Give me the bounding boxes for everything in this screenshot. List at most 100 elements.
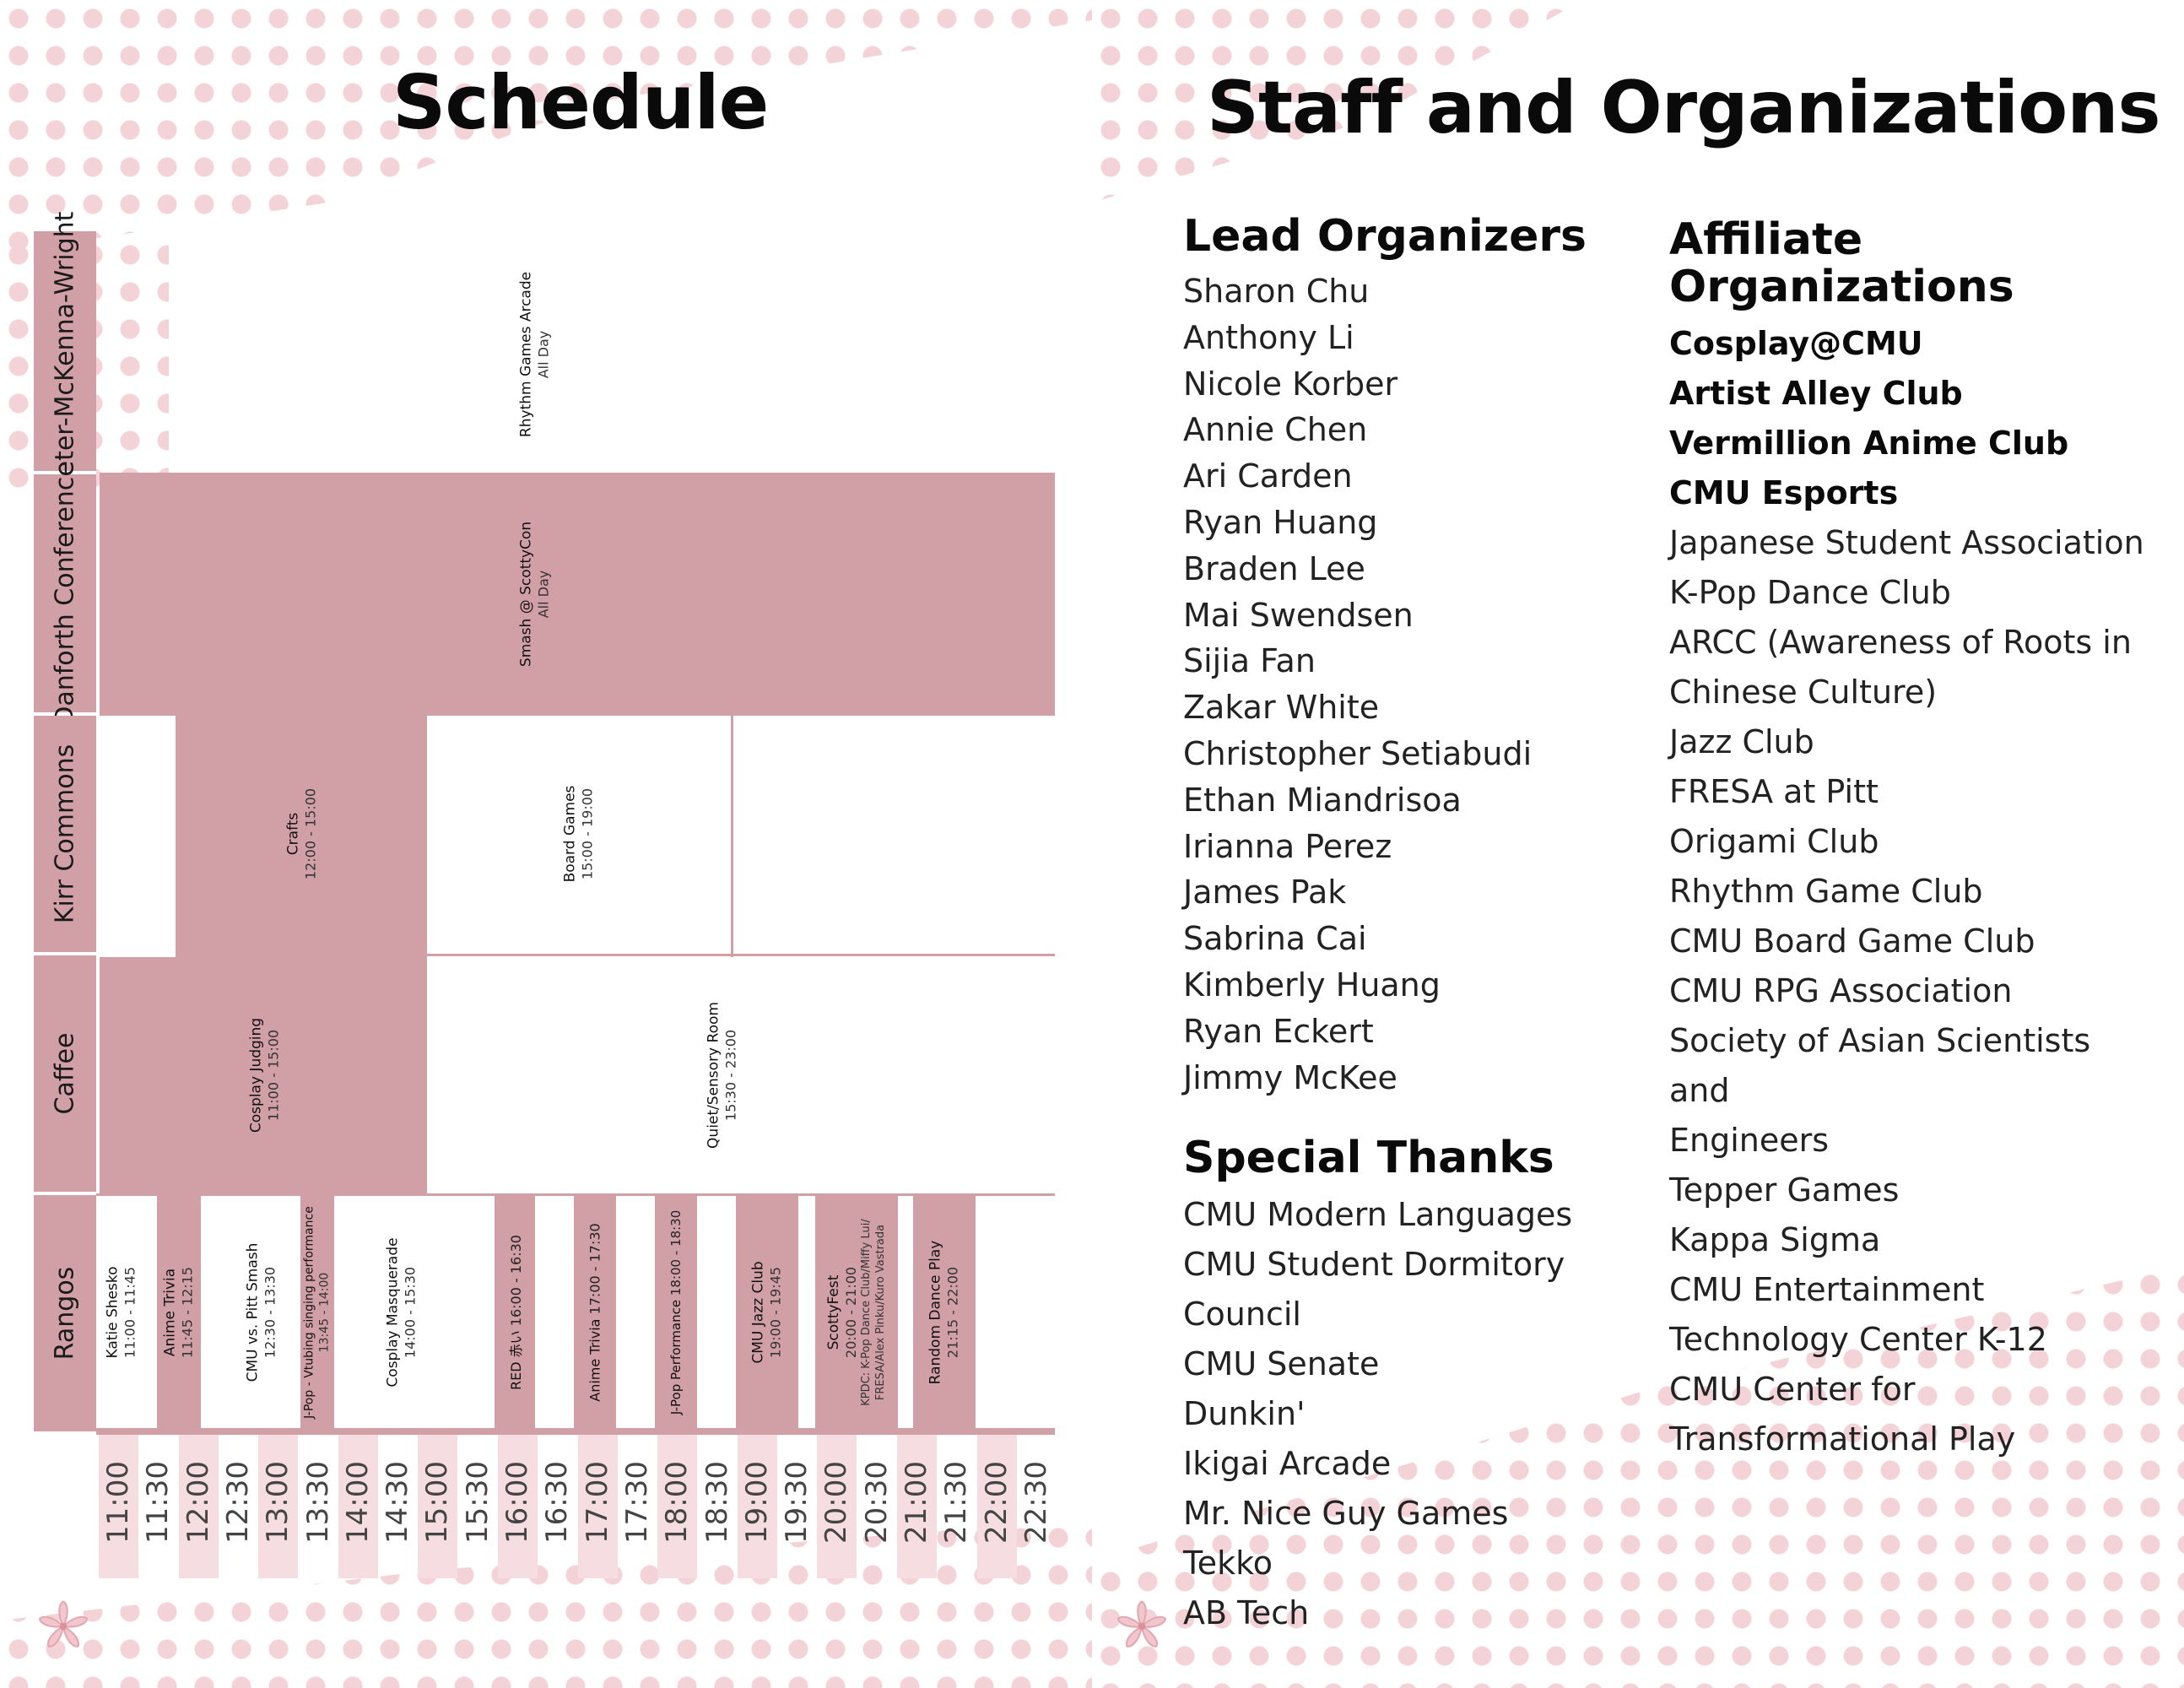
staff-page: Staff and Organizations Lead Organizers …	[1092, 0, 2184, 1688]
list-item: Rhythm Game Club	[1669, 873, 1983, 910]
time-stripe	[418, 1435, 458, 1578]
time-label: 11:30	[141, 1461, 176, 1544]
list-item: Jazz Club	[1669, 723, 1814, 760]
list-item: CMU Board Game Club	[1669, 922, 2035, 960]
time-label: 16:30	[540, 1461, 575, 1544]
event-anime-trivia: Anime Trivia 11:45 - 12:15	[161, 1266, 196, 1359]
list-item: Sharon Chu	[1183, 273, 1370, 310]
section-title: Special Thanks	[1183, 1133, 1554, 1183]
time-label: 11:00	[101, 1461, 135, 1544]
event-block-anime-trivia-2	[574, 1195, 616, 1431]
list-item: James Pak	[1183, 874, 1347, 912]
list-item: Sabrina Cai	[1183, 920, 1367, 958]
list-item: Mr. Nice Guy Games	[1183, 1495, 1509, 1532]
event-jazz-club: CMU Jazz Club 19:00 - 19:45	[749, 1261, 784, 1364]
list-item: CMU Entertainment	[1669, 1271, 1985, 1308]
list-item: Nicole Korber	[1183, 365, 1398, 403]
event-smash: Smash @ ScottyCon All Day	[517, 521, 552, 668]
time-label: 12:30	[220, 1461, 255, 1544]
list-item: Sijia Fan	[1183, 642, 1316, 680]
room-danforth: Danforth Conference	[34, 461, 96, 726]
list-item: K-Pop Dance Club	[1669, 574, 1951, 611]
event-block-jazz	[736, 1195, 798, 1431]
room-rangos: Rangos	[34, 1195, 96, 1435]
time-stripe	[338, 1435, 378, 1578]
time-label: 18:00	[660, 1461, 695, 1544]
page-title: Schedule	[392, 59, 769, 146]
event-block-jpop-vtubing	[300, 1195, 334, 1431]
time-stripe	[897, 1435, 937, 1578]
event-block-smash	[100, 473, 1055, 716]
time-label: 21:00	[900, 1461, 933, 1544]
room-label: Rangos	[50, 1266, 80, 1361]
time-label: 13:00	[261, 1461, 295, 1544]
list-item: Irianna Perez	[1183, 827, 1392, 865]
list-item: CMU Esports	[1669, 474, 1899, 511]
list-item: CMU Senate	[1183, 1345, 1380, 1382]
time-label: 14:30	[381, 1461, 415, 1544]
time-label: 19:30	[780, 1461, 814, 1544]
time-label: 20:00	[819, 1461, 854, 1544]
time-label: 20:30	[859, 1461, 894, 1544]
time-stripe	[976, 1435, 1017, 1578]
time-label: 15:30	[460, 1461, 495, 1544]
list-item: Tepper Games	[1669, 1171, 1900, 1209]
list-item: CMU RPG Association	[1669, 972, 2013, 1009]
special-thanks-list: CMU Modern Languages CMU Student Dormitor…	[1183, 1190, 1622, 1638]
sakura-icon	[1116, 1600, 1167, 1647]
list-item: Ikigai Arcade	[1183, 1445, 1392, 1482]
lead-organizers-section: Lead Organizers Sharon Chu Anthony Li Nico…	[1183, 213, 1622, 1101]
section-title: Affiliate	[1669, 214, 1863, 265]
schedule-grid: Peter-McKenna-Wright Danforth Conference…	[34, 212, 1055, 1435]
time-label: 17:00	[580, 1461, 614, 1544]
affiliates-list: Cosplay@CMU Artist Alley Club Vermillion A…	[1669, 319, 2159, 1464]
affiliates-section: Affiliate Organizations Cosplay@CMU Artis…	[1669, 216, 2159, 1464]
list-item: Vermillion Anime Club	[1669, 425, 2069, 462]
event-scottyfest: ScottyFest 20:00 - 21:00 KPDC: K-Pop Dance…	[825, 1219, 887, 1406]
room-label: Caffee	[50, 1032, 80, 1115]
event-red: RED 赤い 16:00 - 16:30	[508, 1235, 524, 1390]
list-item: Ethan Miandrisoa	[1183, 781, 1462, 819]
time-stripe	[99, 1435, 138, 1578]
time-stripe	[577, 1435, 618, 1578]
time-label: 14:00	[340, 1461, 375, 1544]
time-label: 17:30	[619, 1461, 654, 1544]
list-item: Council	[1183, 1296, 1301, 1333]
event-rhythm-games: Rhythm Games Arcade All Day	[517, 271, 552, 438]
time-label: 22:00	[979, 1461, 1014, 1544]
page-title: Staff and Organizations	[1207, 66, 2161, 150]
list-item: Annie Chen	[1183, 411, 1368, 449]
section-title: Lead Organizers	[1183, 211, 1587, 262]
time-stripe	[178, 1435, 219, 1578]
time-label: 16:00	[500, 1461, 534, 1544]
list-item: Zakar White	[1183, 689, 1380, 727]
event-katie-shesko: Katie Shesko 11:00 - 11:45	[104, 1266, 138, 1359]
event-block-cosplay-judging	[100, 957, 427, 1195]
room-label: Kirr Commons	[50, 744, 80, 924]
list-item: CMU Student Dormitory	[1183, 1246, 1565, 1283]
list-item: Engineers	[1669, 1122, 1830, 1159]
list-item: Ryan Eckert	[1183, 1012, 1374, 1050]
event-anime-trivia-2: Anime Trivia 17:00 - 17:30	[587, 1223, 603, 1402]
list-item: Technology Center K-12	[1669, 1321, 2047, 1358]
time-stripe	[657, 1435, 698, 1578]
event-block-red	[495, 1195, 535, 1431]
event-crafts: Crafts 12:00 - 15:00	[284, 787, 319, 880]
list-item: ARCC (Awareness of Roots in	[1669, 624, 2132, 661]
list-item: Mai Swendsen	[1183, 596, 1414, 634]
time-label: 22:30	[1019, 1461, 1053, 1544]
room-kirr-commons: Kirr Commons	[34, 716, 96, 955]
event-cmu-pitt-smash: CMU vs. Pitt Smash 12:30 - 13:30	[244, 1242, 278, 1382]
list-item: Braden Lee	[1183, 549, 1365, 587]
event-block-crafts	[176, 716, 427, 960]
schedule-page: Schedule Peter-McKenna-Wright Danforth C…	[0, 0, 1092, 1688]
event-random-dance-play: Random Dance Play 21:15 - 22:00	[927, 1240, 961, 1385]
list-item: Chinese Culture)	[1669, 674, 1938, 711]
list-item: Anthony Li	[1183, 318, 1354, 356]
time-label: 15:00	[420, 1461, 455, 1544]
time-label: 19:00	[739, 1461, 774, 1544]
event-block-random-dance	[913, 1195, 976, 1431]
list-item: Christopher Setiabudi	[1183, 734, 1533, 772]
event-cosplay-judging: Cosplay Judging 11:00 - 15:00	[247, 1017, 282, 1133]
section-title: Organizations	[1669, 262, 2014, 312]
